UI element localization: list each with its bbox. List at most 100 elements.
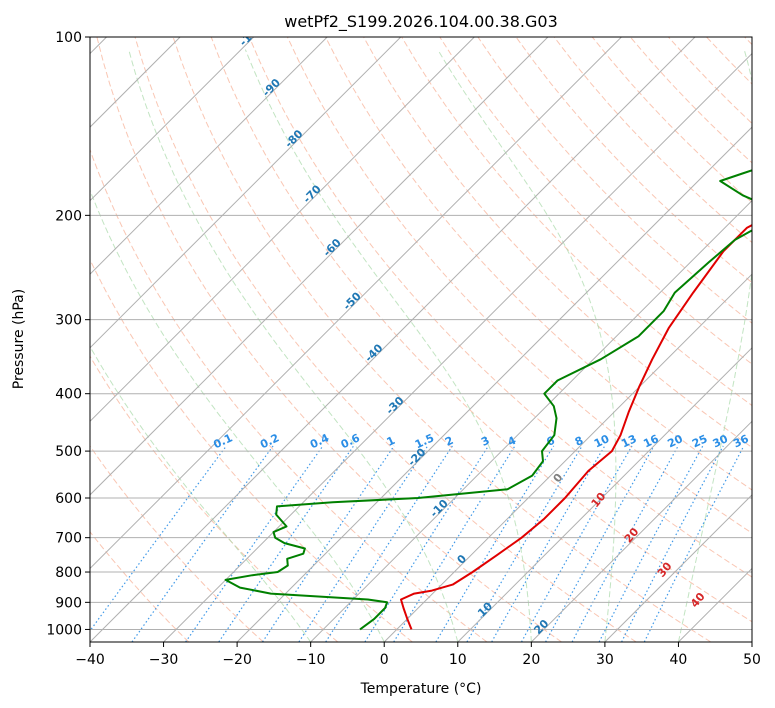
y-tick-label: 500 bbox=[55, 444, 82, 460]
isotherm-label: -80 bbox=[282, 127, 305, 150]
isotherm-line bbox=[678, 567, 752, 642]
moist-adiabat-label: 40 bbox=[688, 590, 708, 610]
mixing-ratio-line bbox=[598, 445, 704, 642]
moist-adiabat bbox=[128, 49, 459, 642]
mixing-ratio-line bbox=[466, 445, 583, 642]
dry-adiabat bbox=[591, 37, 752, 204]
dry-adiabat bbox=[90, 148, 488, 642]
x-tick-label: 20 bbox=[522, 652, 540, 668]
y-axis-label: Pressure (hPa) bbox=[11, 289, 27, 389]
mixing-ratio-line bbox=[325, 445, 453, 642]
x-axis-label: Temperature (°C) bbox=[360, 681, 482, 697]
mixing-ratio-label: 3 bbox=[479, 434, 491, 449]
x-tick-label: −40 bbox=[75, 652, 105, 668]
mixing-ratio-line bbox=[131, 445, 274, 642]
profile-series bbox=[224, 169, 752, 631]
y-tick-label: 1000 bbox=[46, 622, 82, 638]
y-tick-label: 300 bbox=[55, 313, 82, 329]
isotherm-line bbox=[383, 273, 752, 642]
dry-adiabat bbox=[668, 37, 752, 125]
dewpoint-line bbox=[224, 169, 752, 631]
mixing-ratio-line bbox=[298, 445, 429, 642]
mixing-ratio-line bbox=[261, 445, 395, 642]
isotherm-label: 20 bbox=[531, 617, 551, 637]
mixing-ratio-label: 0.1 bbox=[211, 431, 234, 451]
isotherm-line bbox=[90, 37, 475, 423]
mixing-ratio-label: 0.4 bbox=[308, 431, 331, 451]
mixing-ratio-line bbox=[435, 445, 555, 642]
mixing-ratio-label: 20 bbox=[666, 432, 686, 450]
plot-frame bbox=[89, 36, 753, 643]
y-tick-label: 800 bbox=[55, 565, 82, 581]
dry-adiabat bbox=[477, 37, 752, 324]
mixing-ratio-label: 8 bbox=[573, 434, 585, 449]
dry-adiabat bbox=[515, 37, 752, 284]
isotherm-line bbox=[530, 420, 752, 642]
moist-adiabat-label: 10 bbox=[589, 490, 609, 510]
mixing-ratio-line bbox=[393, 445, 516, 642]
isotherm-line bbox=[90, 37, 696, 642]
isotherm-line bbox=[457, 347, 752, 642]
y-tick-label: 700 bbox=[55, 531, 82, 547]
x-axis-ticks: −40 −30 −20 −10 0 10 20 30 40 50 bbox=[75, 642, 761, 668]
dry-adiabat bbox=[325, 37, 752, 491]
mixing-ratio-label: 2 bbox=[443, 434, 455, 449]
isotherm-label: -70 bbox=[301, 182, 324, 205]
moist-adiabat bbox=[677, 49, 752, 642]
mixing-ratio-line bbox=[643, 445, 745, 642]
mixing-ratio-label: 13 bbox=[619, 432, 638, 450]
dry-adiabat bbox=[248, 37, 752, 578]
mixing-ratio-line bbox=[621, 445, 724, 642]
background-lines bbox=[90, 37, 752, 642]
dry-adiabat bbox=[90, 258, 413, 642]
temperature-line bbox=[400, 224, 752, 630]
mixing-ratio-label: 1 bbox=[385, 434, 397, 449]
x-tick-label: 0 bbox=[380, 652, 389, 668]
isotherm-line bbox=[310, 199, 752, 642]
moist-adiabat bbox=[90, 188, 385, 642]
dry-adiabat bbox=[439, 37, 752, 365]
x-tick-label: −10 bbox=[296, 652, 326, 668]
isotherm-line bbox=[751, 641, 752, 642]
x-tick-label: 10 bbox=[449, 652, 467, 668]
x-tick-label: −30 bbox=[149, 652, 179, 668]
mixing-ratio-label: 1.5 bbox=[413, 431, 436, 451]
dry-adiabat bbox=[706, 37, 752, 85]
dry-adiabat bbox=[90, 445, 264, 642]
y-tick-label: 400 bbox=[55, 387, 82, 403]
x-tick-label: 40 bbox=[670, 652, 688, 668]
x-tick-label: 30 bbox=[596, 652, 614, 668]
mixing-ratio-line bbox=[364, 445, 490, 642]
dry-adiabat bbox=[90, 531, 190, 642]
isotherm-line bbox=[90, 37, 622, 570]
y-tick-label: 600 bbox=[55, 491, 82, 507]
isotherm-label: -30 bbox=[383, 394, 406, 417]
grid-lines bbox=[90, 37, 752, 642]
isotherm-label: -10 bbox=[428, 497, 451, 520]
dry-adiabat bbox=[90, 355, 339, 642]
y-tick-label: 200 bbox=[55, 208, 82, 224]
mixing-ratio-label: 0.6 bbox=[339, 431, 362, 451]
x-tick-label: 50 bbox=[743, 652, 761, 668]
mixing-ratio-line bbox=[90, 445, 227, 632]
y-axis-ticks: 1000 900 800 700 600 500 400 300 200 100 bbox=[46, 30, 90, 638]
moist-adiabat bbox=[437, 49, 617, 642]
isotherm-label: -100 bbox=[237, 20, 266, 49]
dry-adiabat bbox=[744, 37, 752, 46]
y-tick-label: 100 bbox=[55, 30, 82, 46]
isotherm-line bbox=[90, 37, 549, 496]
y-tick-label: 900 bbox=[55, 595, 82, 611]
mixing-ratio-line bbox=[185, 445, 324, 642]
isotherm-line bbox=[90, 37, 328, 275]
mixing-ratio-line bbox=[545, 445, 655, 642]
isotherm-line bbox=[604, 494, 752, 642]
mixing-ratio-label: 36 bbox=[731, 432, 751, 450]
isotherm-line bbox=[90, 37, 255, 202]
mixing-ratio-label: 16 bbox=[641, 432, 661, 450]
isotherm-line bbox=[236, 126, 752, 642]
moist-adiabat bbox=[244, 49, 532, 642]
mixing-ratio-label: 0.2 bbox=[258, 431, 281, 451]
mixing-ratio-label: 30 bbox=[711, 432, 731, 450]
isotherm-line bbox=[90, 37, 402, 349]
isotherm-label: -60 bbox=[321, 236, 344, 259]
